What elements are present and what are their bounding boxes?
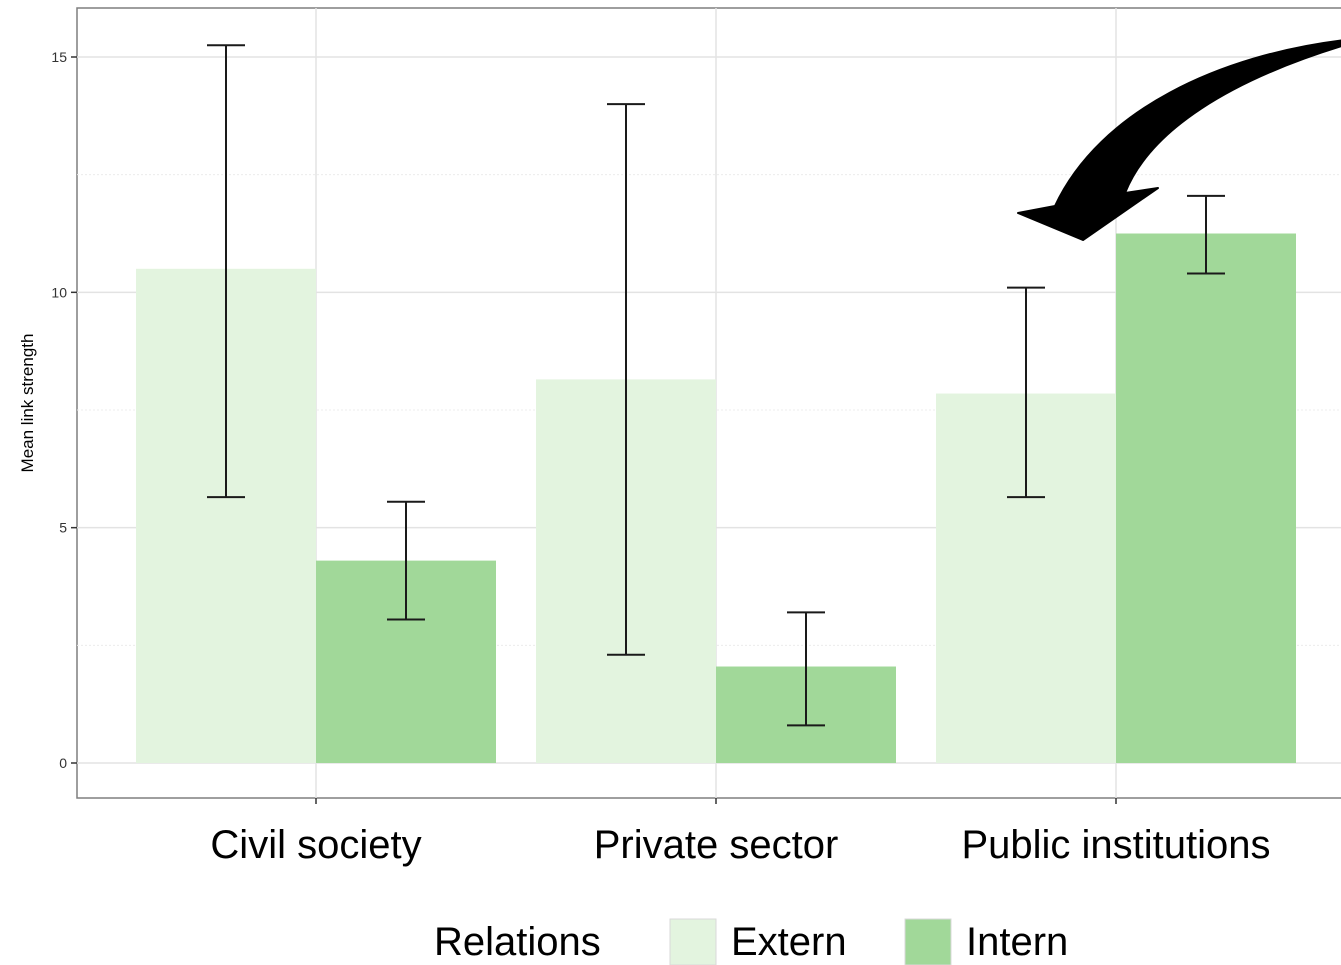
legend-swatch-intern <box>904 918 952 965</box>
legend: Relations Extern Intern <box>434 918 1068 965</box>
error-bar <box>607 103 645 656</box>
y-tick-label: 15 <box>51 49 67 65</box>
y-tick-label: 0 <box>59 755 67 771</box>
legend-label-extern: Extern <box>731 920 847 964</box>
legend-swatch-extern <box>669 918 717 965</box>
error-bar <box>787 611 825 727</box>
x-tick-label: Public institutions <box>961 823 1270 867</box>
bar-intern-public-institutions <box>1116 233 1296 763</box>
error-bar <box>1187 194 1225 275</box>
y-axis: 0 5 10 15 <box>51 49 77 771</box>
annotation-arrow <box>1017 39 1341 241</box>
y-tick-label: 5 <box>59 520 67 536</box>
error-bar <box>387 500 425 621</box>
error-bar <box>1007 286 1045 499</box>
y-axis-title: Mean link strength <box>18 334 37 473</box>
x-tick-label: Civil society <box>210 823 421 867</box>
x-axis: Civil society Private sector Public instit… <box>210 798 1271 867</box>
legend-title: Relations <box>434 920 601 964</box>
y-tick-label: 10 <box>51 284 67 300</box>
error-bars <box>207 44 1225 727</box>
legend-label-intern: Intern <box>966 920 1068 964</box>
x-tick-label: Private sector <box>594 823 839 867</box>
error-bar <box>207 44 245 499</box>
